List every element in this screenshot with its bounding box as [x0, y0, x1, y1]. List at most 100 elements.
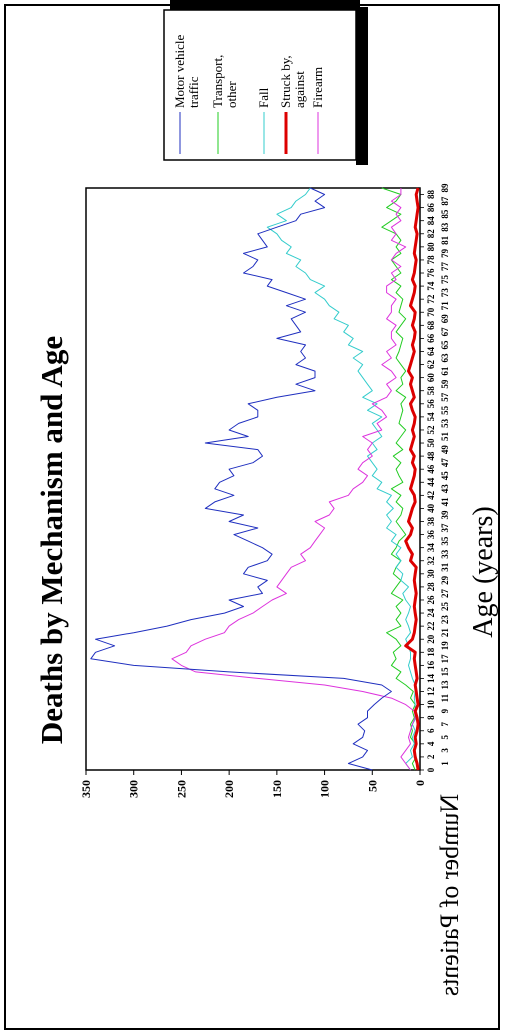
x-tick-label: 40 — [426, 503, 436, 513]
y-tick-label: 0 — [413, 780, 427, 786]
legend-label: Struck by,against — [278, 55, 307, 108]
x-tick-label: 82 — [426, 229, 436, 239]
legend-label: Fall — [256, 87, 271, 108]
x-tick-label: 39 — [440, 510, 450, 520]
y-tick-label: 200 — [222, 780, 236, 798]
x-tick-label: 24 — [426, 608, 436, 618]
x-tick-label: 45 — [440, 471, 450, 481]
x-tick-label: 34 — [426, 543, 436, 553]
x-tick-label: 57 — [440, 392, 450, 402]
x-tick-label: 38 — [426, 517, 436, 527]
x-tick-label: 50 — [426, 438, 436, 448]
x-tick-label: 79 — [440, 248, 450, 257]
y-tick-label: 350 — [79, 780, 93, 798]
chart-title: Deaths by Mechanism and Age — [34, 336, 69, 744]
x-tick-label: 61 — [440, 366, 450, 376]
series-line-transport-other — [381, 187, 417, 771]
x-tick-label: 5 — [440, 735, 450, 740]
x-tick-label: 1 — [440, 761, 450, 766]
x-tick-label: 11 — [440, 693, 450, 702]
legend-label-line: Motor vehicle — [172, 34, 187, 108]
x-tick-label: 60 — [426, 373, 436, 383]
x-tick-label: 71 — [440, 301, 450, 311]
x-axis-label: Age (years) — [468, 506, 499, 637]
x-tick-label: 56 — [426, 399, 436, 409]
x-tick-label: 58 — [426, 386, 436, 396]
x-tick-label: 23 — [440, 615, 450, 625]
x-tick-label: 85 — [440, 209, 450, 219]
x-tick-label: 33 — [440, 549, 450, 559]
x-tick-label: 25 — [440, 602, 450, 612]
x-tick-label: 44 — [426, 477, 436, 487]
x-tick-label: 74 — [426, 281, 436, 291]
x-tick-label: 55 — [440, 405, 450, 415]
x-tick-label: 43 — [440, 484, 450, 494]
x-tick-label: 68 — [426, 320, 436, 330]
legend: Motor vehicletraffic Transport,other Fall S… — [163, 9, 357, 161]
x-tick-label: 87 — [440, 196, 450, 206]
x-tick-label: 52 — [426, 425, 436, 435]
x-tick-label: 14 — [426, 673, 436, 683]
x-tick-label: 54 — [426, 412, 436, 422]
x-tick-label: 51 — [440, 431, 450, 441]
x-tick-label: 47 — [440, 458, 450, 468]
x-tick-label: 88 — [426, 190, 436, 200]
x-tick-label: 62 — [426, 360, 436, 370]
x-tick-label: 21 — [440, 628, 450, 638]
x-tick-label: 73 — [440, 288, 450, 298]
x-tick-label: 84 — [426, 216, 436, 226]
x-tick-label: 53 — [440, 418, 450, 428]
legend-label-line: Struck by, — [278, 55, 293, 108]
x-tick-label: 64 — [426, 346, 436, 356]
x-tick-label: 16 — [426, 660, 436, 670]
legend-label-line: Transport, — [210, 55, 225, 108]
x-tick-label: 36 — [426, 530, 436, 540]
legend-label: Transport,other — [210, 55, 239, 108]
y-tick-label: 100 — [318, 780, 332, 798]
x-tick-label: 59 — [440, 379, 450, 389]
x-tick-label: 19 — [440, 641, 450, 651]
x-tick-label: 89 — [440, 183, 450, 193]
x-tick-label: 22 — [426, 621, 436, 631]
x-tick-label: 76 — [426, 268, 436, 278]
x-tick-label: 77 — [440, 261, 450, 271]
x-tick-label: 67 — [440, 327, 450, 337]
legend-label-line: other — [224, 81, 239, 108]
x-tick-label: 75 — [440, 275, 450, 285]
series-line-struck-by-against — [404, 187, 420, 771]
x-tick-label: 30 — [426, 569, 436, 579]
x-tick-label: 86 — [426, 203, 436, 213]
x-tick-label: 46 — [426, 464, 436, 474]
x-tick-label: 28 — [426, 582, 436, 592]
x-tick-label: 7 — [440, 721, 450, 726]
y-axis-label: Number of Patients — [435, 794, 464, 996]
x-tick-label: 17 — [440, 654, 450, 664]
x-tick-label: 4 — [426, 741, 436, 746]
x-tick-label: 13 — [440, 680, 450, 690]
x-tick-label: 18 — [426, 647, 436, 657]
x-tick-label: 10 — [426, 700, 436, 710]
x-tick-label: 42 — [426, 490, 436, 500]
legend-shadow — [170, 0, 360, 10]
legend-label: Motor vehicletraffic — [172, 34, 201, 108]
x-tick-label: 63 — [440, 353, 450, 363]
legend-label-line: against — [292, 71, 307, 108]
x-tick-label: 12 — [426, 687, 436, 697]
x-tick-label: 6 — [426, 728, 436, 733]
x-tick-label: 3 — [440, 748, 450, 753]
series-line-motor-vehicle-traffic — [90, 187, 392, 771]
x-tick-label: 2 — [426, 754, 436, 759]
x-tick-label: 20 — [426, 634, 436, 644]
y-tick-label: 250 — [174, 780, 188, 798]
x-tick-label: 31 — [440, 562, 450, 572]
legend-label-line: traffic — [186, 76, 201, 108]
x-tick-label: 72 — [426, 294, 436, 304]
y-tick-label: 300 — [127, 780, 141, 798]
x-tick-label: 66 — [426, 333, 436, 343]
x-tick-label: 26 — [426, 595, 436, 605]
legend-box — [163, 9, 357, 161]
x-tick-label: 69 — [440, 314, 450, 324]
legend-label-line: Fall — [256, 87, 271, 108]
x-tick-label: 48 — [426, 451, 436, 461]
x-tick-label: 15 — [440, 667, 450, 677]
